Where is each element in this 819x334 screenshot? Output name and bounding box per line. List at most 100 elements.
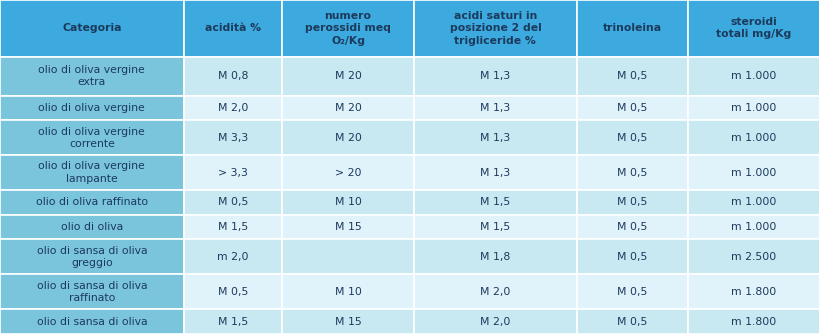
- Text: m 1.000: m 1.000: [731, 71, 776, 81]
- Text: M 1,3: M 1,3: [480, 71, 510, 81]
- Text: M 15: M 15: [334, 317, 361, 327]
- Bar: [687, 120, 819, 155]
- Bar: [414, 239, 576, 275]
- Text: M 0,5: M 0,5: [217, 197, 247, 207]
- Text: olio di oliva vergine
corrente: olio di oliva vergine corrente: [38, 127, 145, 149]
- Bar: [0, 96, 183, 120]
- Bar: [687, 215, 819, 239]
- Text: M 2,0: M 2,0: [480, 317, 510, 327]
- Text: m 1.000: m 1.000: [731, 197, 776, 207]
- Text: M 1,5: M 1,5: [217, 317, 247, 327]
- Text: M 0,5: M 0,5: [616, 168, 646, 178]
- Bar: [282, 155, 414, 190]
- Text: m 1.000: m 1.000: [731, 103, 776, 113]
- Text: olio di sansa di oliva: olio di sansa di oliva: [37, 317, 147, 327]
- Bar: [414, 215, 576, 239]
- Bar: [687, 155, 819, 190]
- Bar: [0, 155, 183, 190]
- Text: M 0,5: M 0,5: [616, 287, 646, 297]
- Bar: [282, 309, 414, 334]
- Text: M 0,5: M 0,5: [616, 197, 646, 207]
- Text: numero
perossidi meq
O₂/Kg: numero perossidi meq O₂/Kg: [305, 11, 391, 46]
- Text: M 0,5: M 0,5: [616, 103, 646, 113]
- Text: M 1,5: M 1,5: [217, 222, 247, 232]
- Bar: [414, 275, 576, 309]
- Bar: [414, 120, 576, 155]
- Bar: [576, 215, 687, 239]
- Text: olio di oliva: olio di oliva: [61, 222, 123, 232]
- Bar: [282, 239, 414, 275]
- Text: steroidi
totali mg/Kg: steroidi totali mg/Kg: [715, 17, 790, 39]
- Text: M 1,5: M 1,5: [480, 197, 510, 207]
- Text: M 1,3: M 1,3: [480, 133, 510, 143]
- Text: m 1.000: m 1.000: [731, 133, 776, 143]
- Bar: [414, 309, 576, 334]
- Bar: [282, 275, 414, 309]
- Bar: [576, 56, 687, 96]
- Text: m 1.800: m 1.800: [731, 317, 776, 327]
- Bar: [183, 56, 282, 96]
- Text: M 1,3: M 1,3: [480, 103, 510, 113]
- Text: M 20: M 20: [334, 71, 361, 81]
- Bar: [282, 215, 414, 239]
- Bar: [183, 239, 282, 275]
- Bar: [282, 0, 414, 56]
- Text: M 0,8: M 0,8: [217, 71, 247, 81]
- Text: M 10: M 10: [334, 197, 361, 207]
- Bar: [183, 96, 282, 120]
- Bar: [414, 0, 576, 56]
- Text: m 2,0: m 2,0: [217, 252, 248, 262]
- Bar: [282, 190, 414, 215]
- Text: M 20: M 20: [334, 133, 361, 143]
- Bar: [576, 239, 687, 275]
- Text: olio di oliva raffinato: olio di oliva raffinato: [36, 197, 147, 207]
- Text: m 2.500: m 2.500: [731, 252, 776, 262]
- Bar: [576, 96, 687, 120]
- Text: acidità %: acidità %: [205, 23, 260, 33]
- Text: M 0,5: M 0,5: [217, 287, 247, 297]
- Text: > 3,3: > 3,3: [218, 168, 247, 178]
- Bar: [0, 56, 183, 96]
- Bar: [0, 239, 183, 275]
- Bar: [687, 275, 819, 309]
- Text: m 1.000: m 1.000: [731, 222, 776, 232]
- Bar: [183, 190, 282, 215]
- Text: acidi saturi in
posizione 2 del
trigliceride %: acidi saturi in posizione 2 del triglice…: [449, 11, 541, 46]
- Text: M 15: M 15: [334, 222, 361, 232]
- Text: M 20: M 20: [334, 103, 361, 113]
- Text: M 2,0: M 2,0: [480, 287, 510, 297]
- Text: olio di sansa di oliva
raffinato: olio di sansa di oliva raffinato: [37, 281, 147, 303]
- Text: M 0,5: M 0,5: [616, 317, 646, 327]
- Text: m 1.000: m 1.000: [731, 168, 776, 178]
- Text: Categoria: Categoria: [62, 23, 121, 33]
- Bar: [687, 309, 819, 334]
- Bar: [576, 190, 687, 215]
- Text: > 20: > 20: [334, 168, 361, 178]
- Bar: [0, 190, 183, 215]
- Text: M 3,3: M 3,3: [217, 133, 247, 143]
- Bar: [183, 215, 282, 239]
- Bar: [576, 120, 687, 155]
- Bar: [576, 155, 687, 190]
- Bar: [0, 0, 183, 56]
- Bar: [183, 155, 282, 190]
- Bar: [183, 120, 282, 155]
- Bar: [687, 96, 819, 120]
- Text: M 2,0: M 2,0: [217, 103, 247, 113]
- Bar: [282, 96, 414, 120]
- Text: olio di oliva vergine: olio di oliva vergine: [38, 103, 145, 113]
- Text: olio di oliva vergine
extra: olio di oliva vergine extra: [38, 65, 145, 87]
- Bar: [282, 120, 414, 155]
- Bar: [414, 56, 576, 96]
- Bar: [414, 190, 576, 215]
- Text: M 1,3: M 1,3: [480, 168, 510, 178]
- Bar: [0, 309, 183, 334]
- Bar: [183, 0, 282, 56]
- Text: olio di sansa di oliva
greggio: olio di sansa di oliva greggio: [37, 246, 147, 268]
- Bar: [687, 0, 819, 56]
- Text: m 1.800: m 1.800: [731, 287, 776, 297]
- Text: M 1,8: M 1,8: [480, 252, 510, 262]
- Bar: [576, 0, 687, 56]
- Text: M 0,5: M 0,5: [616, 71, 646, 81]
- Bar: [414, 96, 576, 120]
